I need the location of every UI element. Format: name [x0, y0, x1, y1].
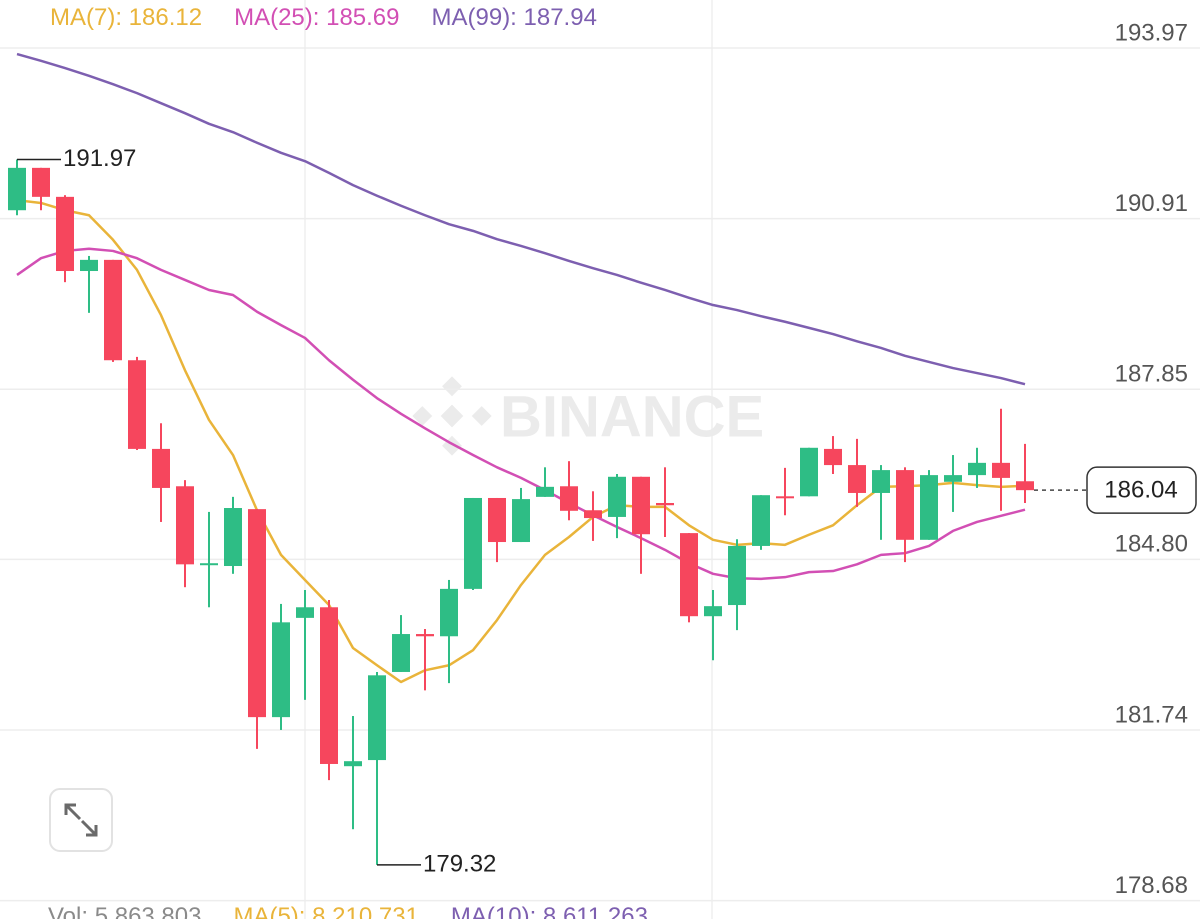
candle-body: [632, 476, 650, 535]
ma-line: [16, 52, 1026, 386]
candle-body: [344, 761, 362, 767]
volume-legend-entry: Vol: 5,863,803: [48, 903, 202, 919]
y-tick-label: 184.80: [1115, 531, 1188, 558]
candle-body: [992, 462, 1010, 478]
y-tick-label: 178.68: [1115, 872, 1188, 899]
expand-button[interactable]: [49, 788, 113, 852]
candle-body: [608, 476, 626, 517]
candle-body: [824, 448, 842, 466]
volume-legend-entry: MA(5): 8,210,731: [233, 903, 419, 919]
legend-entry: MA(99): 187.94: [431, 4, 597, 31]
candle-body: [1016, 481, 1034, 491]
candle-body: [944, 475, 962, 482]
candle-body: [104, 259, 122, 361]
candle-body: [536, 486, 554, 497]
candle-body: [848, 465, 866, 493]
volume-legend: Vol: 5,863,803 MA(5): 8,210,731 MA(10): 8,…: [48, 903, 648, 919]
candle-body: [896, 470, 914, 540]
candle-body: [8, 167, 26, 211]
expand-icon: [64, 803, 98, 837]
candle-body: [56, 196, 74, 272]
candle-body: [368, 675, 386, 761]
candle-body: [584, 510, 602, 519]
watermark: BINANCE: [412, 376, 764, 456]
ma-legend: MA(7): 186.12 MA(25): 185.69 MA(99): 187.9…: [50, 4, 597, 32]
candle-body: [416, 634, 434, 637]
candle-body: [656, 502, 674, 506]
candle-body: [440, 588, 458, 637]
candle-body: [560, 486, 578, 511]
y-tick-label: 187.85: [1115, 361, 1188, 388]
candle-body: [872, 470, 890, 493]
candle-body: [488, 497, 506, 543]
candle-body: [704, 606, 722, 617]
candle-body: [968, 462, 986, 476]
y-tick-label: 193.97: [1115, 19, 1188, 46]
legend-entry: MA(25): 185.69: [234, 4, 400, 31]
candle-body: [920, 475, 938, 540]
price-label: 186.04: [1104, 477, 1177, 504]
candle-body: [128, 360, 146, 449]
candle-body: [152, 448, 170, 488]
candle-body: [512, 499, 530, 543]
candle-body: [320, 607, 338, 764]
expand-button-frame[interactable]: [49, 788, 113, 852]
candle-body: [752, 495, 770, 546]
y-tick-label: 190.91: [1115, 190, 1188, 217]
candle-body: [224, 508, 242, 567]
candle-body: [32, 167, 50, 197]
candle-body: [392, 634, 410, 672]
price-box: [1086, 466, 1197, 514]
candle-body: [176, 486, 194, 565]
annotation-label: 179.32: [423, 850, 496, 877]
candle-body: [728, 545, 746, 606]
candle-body: [680, 533, 698, 617]
y-tick-label: 181.74: [1115, 701, 1188, 728]
watermark-text: BINANCE: [500, 384, 764, 449]
candle-body: [272, 622, 290, 718]
candle-body: [800, 447, 818, 497]
annotation-label: 191.97: [63, 145, 136, 172]
legend-entry: MA(7): 186.12: [50, 4, 203, 31]
candle-body: [296, 607, 314, 618]
volume-legend-entry: MA(10): 8,611,263: [450, 903, 648, 919]
ma-line: [16, 247, 1026, 581]
candle-body: [776, 496, 794, 499]
candle-body: [80, 259, 98, 272]
candle-body: [200, 563, 218, 566]
candle-body: [464, 497, 482, 589]
candle-body: [248, 509, 266, 718]
